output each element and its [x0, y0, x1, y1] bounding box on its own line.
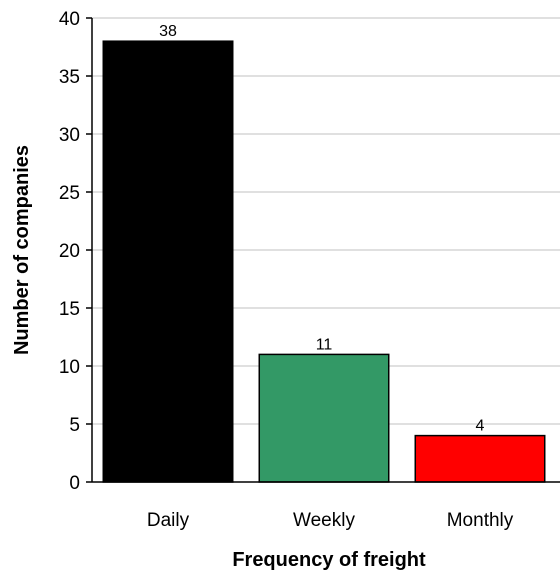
bar-monthly: [414, 434, 546, 483]
y-tick-label-0: 0: [69, 473, 80, 494]
data-label-monthly: 4: [476, 418, 485, 435]
x-tick-label-weekly: Weekly: [293, 510, 355, 531]
y-tick-label-30: 30: [59, 125, 80, 146]
data-label-daily: 38: [159, 23, 177, 40]
bar-weekly: [258, 353, 390, 483]
x-axis-title: Frequency of freight: [232, 549, 426, 571]
y-tick-label-40: 40: [59, 9, 80, 30]
y-tick-label-20: 20: [59, 241, 80, 262]
x-axis-ticks: Daily Weekly Monthly: [147, 510, 514, 531]
data-label-weekly: 11: [316, 336, 333, 353]
y-axis-title: Number of companies: [11, 145, 33, 355]
x-tick-label-monthly: Monthly: [447, 510, 514, 531]
bar-daily: [102, 40, 234, 483]
y-tick-label-5: 5: [69, 415, 80, 436]
data-labels: 38 11 4: [159, 23, 484, 434]
y-tick-label-10: 10: [59, 357, 80, 378]
y-tick-label-15: 15: [59, 299, 80, 320]
y-axis-ticks: 0 5 10 15 20 25 30 35 40: [59, 9, 92, 494]
y-tick-label-35: 35: [59, 67, 80, 88]
x-tick-label-daily: Daily: [147, 510, 190, 531]
bars: [102, 40, 546, 483]
y-tick-label-25: 25: [59, 183, 80, 204]
